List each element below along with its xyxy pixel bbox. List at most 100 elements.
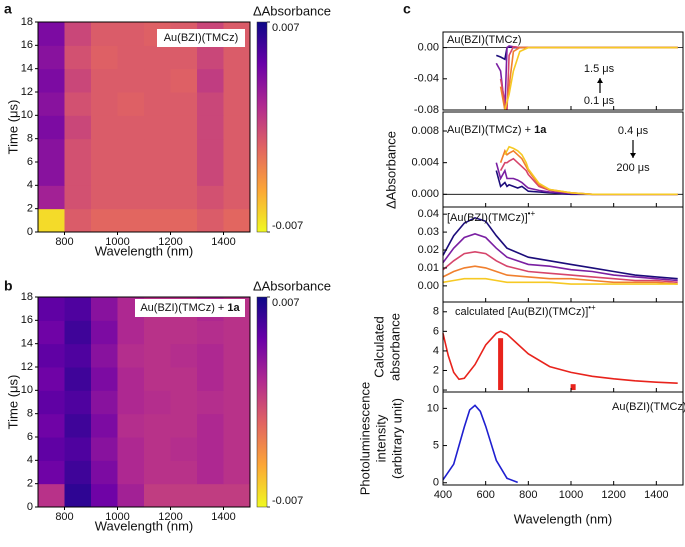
plot-frame <box>37 21 251 233</box>
heatmap-cell <box>38 185 65 210</box>
y-axis-label: Photoluminescence <box>357 382 372 495</box>
heatmap-cell <box>144 320 171 345</box>
heatmap-cell <box>38 208 65 233</box>
heatmap-cell <box>91 320 118 345</box>
heatmap-cell <box>223 115 251 140</box>
heatmap-cell <box>64 320 92 345</box>
heatmap-cell <box>117 208 145 233</box>
heatmap-cell <box>197 162 224 186</box>
line-series <box>442 265 678 285</box>
heatmap-cell <box>223 185 251 210</box>
heatmap-cell <box>91 208 118 233</box>
heatmap-cell <box>170 185 198 210</box>
panel-label: [Au(BZI)(TMCz)]•+ <box>447 209 535 224</box>
x-tick-label: 800 <box>519 489 537 501</box>
colorbar-tick-label: 0.007 <box>272 22 300 34</box>
y-tick-label: 6 <box>27 156 33 168</box>
heatmap-cell <box>197 367 224 391</box>
y-tick-label: 0.03 <box>418 226 439 238</box>
y-tick-label: 18 <box>21 291 33 303</box>
y-axis-label: Time (μs) <box>5 100 20 155</box>
heatmap-cell <box>91 343 118 368</box>
heatmap-cell <box>223 138 251 163</box>
panel-label: Au(BZI)(TMCz) <box>612 401 685 413</box>
heatmap-cell <box>117 437 145 461</box>
heatmap-cell <box>64 413 92 438</box>
y-tick-label: 0.004 <box>411 157 439 169</box>
heatmap-cell <box>64 367 92 391</box>
x-tick-label: 800 <box>55 236 73 248</box>
heatmap-cell <box>144 460 171 485</box>
heatmap-cell <box>144 343 171 368</box>
y-tick-label: -0.08 <box>414 104 439 116</box>
heatmap-cell <box>197 185 224 210</box>
y-tick-label: 0.000 <box>411 188 439 200</box>
x-tick-label: 1200 <box>158 511 182 523</box>
heatmap-cell <box>197 115 224 140</box>
heatmap-cell <box>170 367 198 391</box>
x-axis-label: Wavelength (nm) <box>95 243 194 258</box>
heatmap-cell <box>91 483 118 508</box>
y-tick-label: 6 <box>433 325 439 337</box>
heatmap-cell <box>64 460 92 485</box>
heatmap-cell <box>144 45 171 70</box>
heatmap-cell <box>197 413 224 438</box>
heatmap-cell <box>170 483 198 508</box>
heatmap-cell <box>91 45 118 70</box>
colorbar-tick-label: -0.007 <box>272 220 303 232</box>
heatmap-cell <box>117 413 145 438</box>
heatmap-cell <box>144 115 171 140</box>
annotation: 0.1 μs <box>584 95 615 107</box>
heatmap-cell <box>170 162 198 186</box>
heatmap-cell <box>144 68 171 93</box>
plot-frame <box>442 391 684 486</box>
y-tick-label: -0.04 <box>414 73 439 85</box>
heatmap-cell <box>144 162 171 186</box>
y-tick-label: 0.01 <box>418 262 439 274</box>
heatmap-cell <box>38 367 65 391</box>
heatmap-cell <box>170 437 198 461</box>
heatmap-cell <box>197 390 224 415</box>
heatmap-cell <box>170 115 198 140</box>
heatmap-cell <box>117 460 145 485</box>
label-part: •+ <box>588 303 596 312</box>
line-series <box>442 216 678 280</box>
bar <box>570 384 576 391</box>
arrow-head <box>630 153 636 158</box>
heatmap-cell <box>64 297 92 321</box>
y-tick-label: 18 <box>21 16 33 28</box>
y-axis-label: intensity <box>373 414 388 462</box>
x-tick-label: 1200 <box>601 489 625 501</box>
label-box <box>135 299 245 317</box>
heatmap-cell <box>117 138 145 163</box>
annotation: 200 μs <box>616 162 650 174</box>
heatmap-cell <box>144 437 171 461</box>
heatmap-cell <box>223 437 251 461</box>
heatmap-cell <box>38 297 65 321</box>
heatmap-cell <box>64 92 92 116</box>
y-tick-label: 0.008 <box>411 125 439 137</box>
panel-label: Au(BZI)(TMCz) <box>164 32 239 44</box>
label-part: [Au(BZI)(TMCz)] <box>447 212 528 224</box>
heatmap-cell <box>170 92 198 116</box>
heatmap-cell <box>223 367 251 391</box>
y-tick-label: 4 <box>433 345 439 357</box>
heatmap-cell <box>197 483 224 508</box>
y-axis-label: ΔAbsorbance <box>383 131 398 209</box>
heatmap-cell <box>38 343 65 368</box>
heatmap-cell <box>117 92 145 116</box>
heatmap-cell <box>223 208 251 233</box>
panel-label: Au(BZI)(TMCz) + 1a <box>140 302 240 314</box>
y-tick-label: 10 <box>21 384 33 396</box>
panel-letter: b <box>4 278 13 294</box>
heatmap-cell <box>38 45 65 70</box>
heatmap-cell <box>91 367 118 391</box>
label-part: 1a <box>227 302 240 314</box>
panel-label: Au(BZI)(TMCz) <box>447 34 522 46</box>
heatmap-cell <box>197 208 224 233</box>
heatmap-cell <box>38 68 65 93</box>
heatmap-cell <box>38 390 65 415</box>
heatmap-cell <box>223 390 251 415</box>
heatmap-cell <box>223 92 251 116</box>
